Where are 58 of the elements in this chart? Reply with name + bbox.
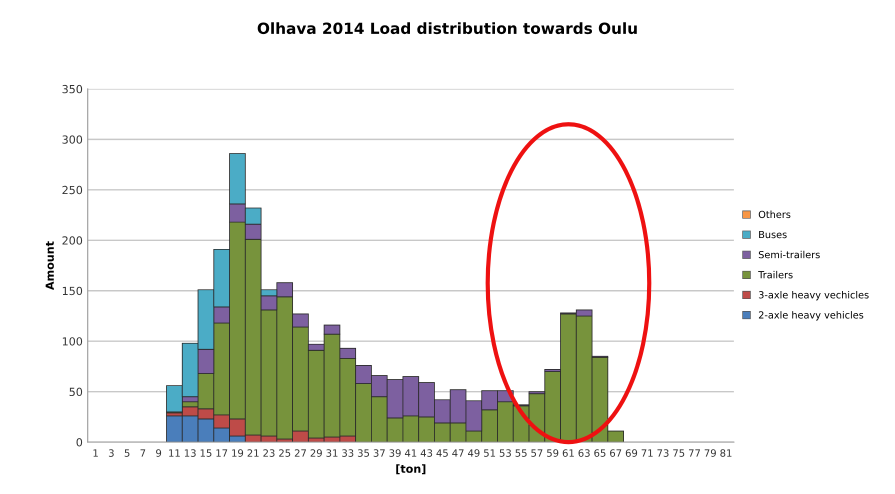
x-tick-label: 1 bbox=[94, 449, 98, 457]
x-tick-label: 49 bbox=[468, 449, 480, 457]
legend-label: 3-axle heavy vechicles bbox=[758, 290, 869, 300]
x-tick-label: 43 bbox=[420, 449, 432, 457]
x-tick-label: 55 bbox=[516, 449, 527, 457]
x-tick-label: 15 bbox=[200, 449, 212, 457]
x-tick-label: 5 bbox=[124, 449, 130, 457]
x-tick-label: 73 bbox=[657, 449, 669, 457]
chart-title: Olhava 2014 Load distribution towards Oulu bbox=[258, 22, 637, 34]
x-tick-label: 29 bbox=[310, 449, 322, 457]
x-tick-label: 39 bbox=[389, 449, 401, 457]
x-tick-label: 71 bbox=[642, 449, 653, 457]
y-tick-label: 150 bbox=[62, 286, 82, 296]
x-tick-label: 47 bbox=[452, 449, 464, 457]
y-tick-label: 0 bbox=[76, 438, 82, 447]
x-tick-label: 19 bbox=[232, 449, 244, 457]
x-tick-label: 37 bbox=[374, 449, 385, 457]
x-tick-label: 23 bbox=[263, 449, 275, 457]
x-tick-label: 59 bbox=[547, 449, 558, 457]
x-tick-label: 51 bbox=[484, 449, 496, 457]
x-tick-label: 13 bbox=[184, 449, 196, 457]
x-tick-label: 77 bbox=[688, 449, 700, 457]
legend-label: Trailers bbox=[758, 270, 793, 278]
legend-label: 2-axle heavy vehicles bbox=[758, 311, 864, 320]
y-tick-label: 50 bbox=[70, 388, 82, 396]
x-tick-label: 65 bbox=[594, 449, 606, 457]
x-tick-label: 75 bbox=[673, 449, 684, 457]
x-tick-label: 31 bbox=[326, 449, 338, 457]
x-tick-label: 67 bbox=[610, 449, 622, 457]
x-tick-label: 69 bbox=[626, 449, 638, 457]
x-tick-label: 33 bbox=[342, 449, 354, 457]
x-tick-label: 9 bbox=[156, 449, 162, 457]
legend-label: Buses bbox=[759, 230, 787, 238]
y-tick-label: 200 bbox=[62, 236, 82, 245]
x-tick-label: 35 bbox=[358, 449, 370, 457]
x-tick-label: 57 bbox=[531, 449, 542, 457]
x-tick-label: 17 bbox=[216, 449, 228, 457]
x-tick-label: 81 bbox=[720, 449, 732, 457]
x-tick-label: 27 bbox=[294, 449, 306, 457]
y-axis-title: Amount bbox=[46, 241, 54, 290]
x-tick-label: 25 bbox=[279, 449, 290, 457]
x-tick-label: 61 bbox=[562, 449, 574, 457]
x-tick-label: 63 bbox=[578, 449, 590, 457]
x-tick-label: 11 bbox=[169, 449, 180, 457]
x-tick-label: 45 bbox=[436, 449, 448, 457]
x-tick-label: 79 bbox=[704, 449, 716, 457]
y-tick-label: 100 bbox=[62, 337, 82, 346]
legend-label: Semi-trailers bbox=[758, 250, 820, 258]
x-tick-label: 7 bbox=[140, 449, 146, 457]
x-axis-title: [ton] bbox=[396, 464, 426, 474]
y-tick-label: 350 bbox=[62, 84, 82, 94]
y-tick-label: 250 bbox=[62, 186, 82, 194]
x-tick-label: 53 bbox=[500, 449, 511, 457]
y-tick-label: 300 bbox=[62, 135, 82, 144]
x-tick-label: 21 bbox=[248, 449, 259, 457]
x-tick-label: 41 bbox=[404, 449, 416, 457]
legend-label: Others bbox=[758, 210, 790, 218]
x-tick-label: 3 bbox=[108, 449, 114, 457]
